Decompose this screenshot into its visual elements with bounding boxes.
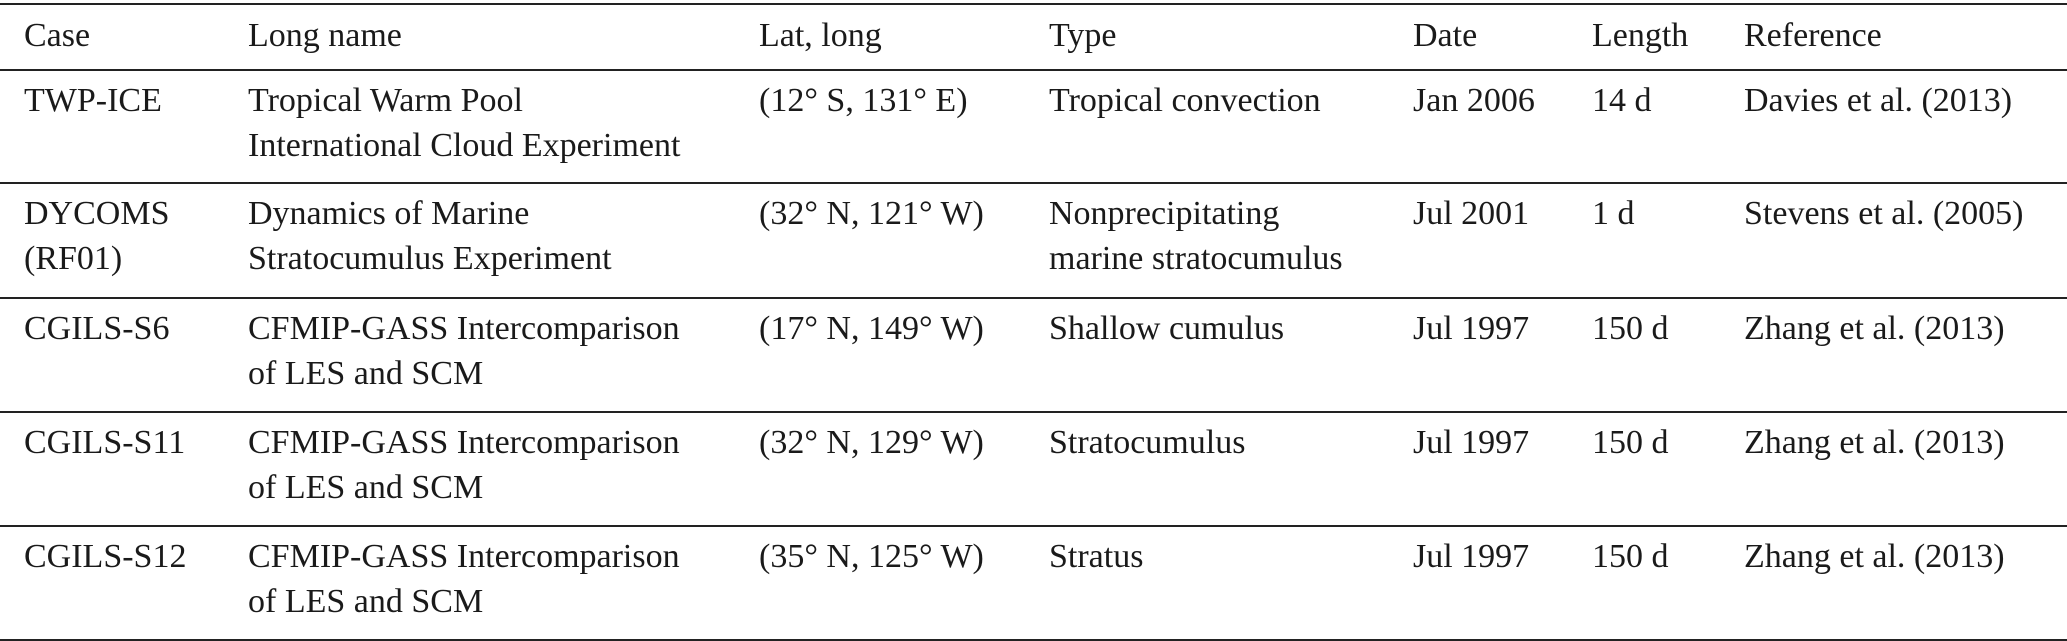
table-cell: Zhang et al. (2013) bbox=[1744, 306, 2005, 351]
table-rule bbox=[0, 182, 2067, 184]
table-cell: CFMIP-GASS Intercomparison of LES and SCM bbox=[248, 306, 680, 396]
header-cell: Reference bbox=[1744, 17, 1882, 54]
cell-line: of LES and SCM bbox=[248, 355, 484, 392]
table-rule bbox=[0, 69, 2067, 71]
cell-line: CFMIP-GASS Intercomparison bbox=[248, 424, 680, 461]
cell-line: CFMIP-GASS Intercomparison bbox=[248, 538, 680, 575]
table-cell: CGILS-S6 bbox=[24, 306, 169, 351]
table-cell: 150 d bbox=[1592, 420, 1669, 465]
table-cell: DYCOMS (RF01) bbox=[24, 191, 169, 281]
cell-line: of LES and SCM bbox=[248, 583, 484, 620]
table-cell: CFMIP-GASS Intercomparison of LES and SCM bbox=[248, 420, 680, 510]
cell-line: Stratocumulus bbox=[1049, 424, 1246, 461]
cell-line: 14 d bbox=[1592, 82, 1652, 119]
table-cell: (17° N, 149° W) bbox=[759, 306, 984, 351]
cell-line: 1 d bbox=[1592, 195, 1635, 232]
cell-line: CGILS-S12 bbox=[24, 538, 187, 575]
table-cell: Jul 1997 bbox=[1413, 534, 1529, 579]
table-cell: (32° N, 121° W) bbox=[759, 191, 984, 236]
table-cell: CGILS-S11 bbox=[24, 420, 185, 465]
cell-line: Zhang et al. (2013) bbox=[1744, 310, 2005, 347]
table-cell: (32° N, 129° W) bbox=[759, 420, 984, 465]
header-cell: Case bbox=[24, 17, 91, 54]
cell-line: 150 d bbox=[1592, 538, 1669, 575]
table-cell: 14 d bbox=[1592, 78, 1652, 123]
cell-line: marine stratocumulus bbox=[1049, 240, 1343, 277]
table-rule bbox=[0, 639, 2067, 641]
cell-line: CGILS-S6 bbox=[24, 310, 170, 347]
cell-line: Zhang et al. (2013) bbox=[1744, 538, 2005, 575]
cell-line: International Cloud Experiment bbox=[248, 127, 681, 164]
table-cell: Dynamics of Marine Stratocumulus Experime… bbox=[248, 191, 612, 281]
table-cell: Jan 2006 bbox=[1413, 78, 1535, 123]
table-cell: Davies et al. (2013) bbox=[1744, 78, 2012, 123]
cell-line: Jul 2001 bbox=[1413, 195, 1530, 232]
cell-line: DYCOMS bbox=[24, 195, 170, 232]
table-cell: (12° S, 131° E) bbox=[759, 78, 968, 123]
cell-line: Jul 1997 bbox=[1413, 424, 1530, 461]
cell-line: Stratus bbox=[1049, 538, 1144, 575]
cell-line: Shallow cumulus bbox=[1049, 310, 1285, 347]
cell-line: Nonprecipitating bbox=[1049, 195, 1280, 232]
cell-line: (RF01) bbox=[24, 240, 123, 277]
cell-line: (35° N, 125° W) bbox=[759, 538, 984, 575]
cell-line: 150 d bbox=[1592, 310, 1669, 347]
cell-line: CGILS-S11 bbox=[24, 424, 186, 461]
cell-line: (12° S, 131° E) bbox=[759, 82, 968, 119]
header-cell: Lat, long bbox=[759, 17, 882, 54]
table-cell: Zhang et al. (2013) bbox=[1744, 420, 2005, 465]
table-cell: Stratus bbox=[1049, 534, 1143, 579]
table-cell: 150 d bbox=[1592, 534, 1669, 579]
table-rule bbox=[0, 3, 2067, 5]
cell-line: Jan 2006 bbox=[1413, 82, 1535, 119]
cell-line: Zhang et al. (2013) bbox=[1744, 424, 2005, 461]
cell-line: Dynamics of Marine bbox=[248, 195, 530, 232]
table-cell: Shallow cumulus bbox=[1049, 306, 1284, 351]
table-cell: Zhang et al. (2013) bbox=[1744, 534, 2005, 579]
table-rule bbox=[0, 297, 2067, 299]
table-cell: (35° N, 125° W) bbox=[759, 534, 984, 579]
header-cell: Date bbox=[1413, 17, 1478, 54]
table-cell: CGILS-S12 bbox=[24, 534, 186, 579]
table-cell: Jul 1997 bbox=[1413, 306, 1529, 351]
cell-line: Jul 1997 bbox=[1413, 538, 1530, 575]
cell-line: (17° N, 149° W) bbox=[759, 310, 984, 347]
header-cell: Length bbox=[1592, 17, 1689, 54]
cell-line: (32° N, 121° W) bbox=[759, 195, 984, 232]
header-cell: Long name bbox=[248, 17, 402, 54]
cell-line: (32° N, 129° W) bbox=[759, 424, 984, 461]
cell-line: TWP-ICE bbox=[24, 82, 162, 119]
table-cell: 1 d bbox=[1592, 191, 1635, 236]
cell-line: CFMIP-GASS Intercomparison bbox=[248, 310, 680, 347]
table-cell: Stevens et al. (2005) bbox=[1744, 191, 2024, 236]
cell-line: Tropical Warm Pool bbox=[248, 82, 523, 119]
table-cell: TWP-ICE bbox=[24, 78, 162, 123]
table-cell: Jul 2001 bbox=[1413, 191, 1529, 236]
table-rule bbox=[0, 411, 2067, 413]
header-cell: Type bbox=[1049, 17, 1117, 54]
table-cell: Tropical Warm Pool International Cloud Ex… bbox=[248, 78, 680, 168]
table-cell: Tropical convection bbox=[1049, 78, 1321, 123]
cell-line: Stevens et al. (2005) bbox=[1744, 195, 2024, 232]
table-cell: Jul 1997 bbox=[1413, 420, 1529, 465]
table-rule bbox=[0, 525, 2067, 527]
table-cell: Nonprecipitating marine stratocumulus bbox=[1049, 191, 1343, 281]
table-cell: CFMIP-GASS Intercomparison of LES and SCM bbox=[248, 534, 680, 624]
cell-line: Davies et al. (2013) bbox=[1744, 82, 2013, 119]
table-cell: 150 d bbox=[1592, 306, 1669, 351]
cell-line: Stratocumulus Experiment bbox=[248, 240, 612, 277]
cell-line: Jul 1997 bbox=[1413, 310, 1530, 347]
cell-line: 150 d bbox=[1592, 424, 1669, 461]
table-cell: Stratocumulus bbox=[1049, 420, 1245, 465]
cell-line: of LES and SCM bbox=[248, 469, 484, 506]
cell-line: Tropical convection bbox=[1049, 82, 1321, 119]
